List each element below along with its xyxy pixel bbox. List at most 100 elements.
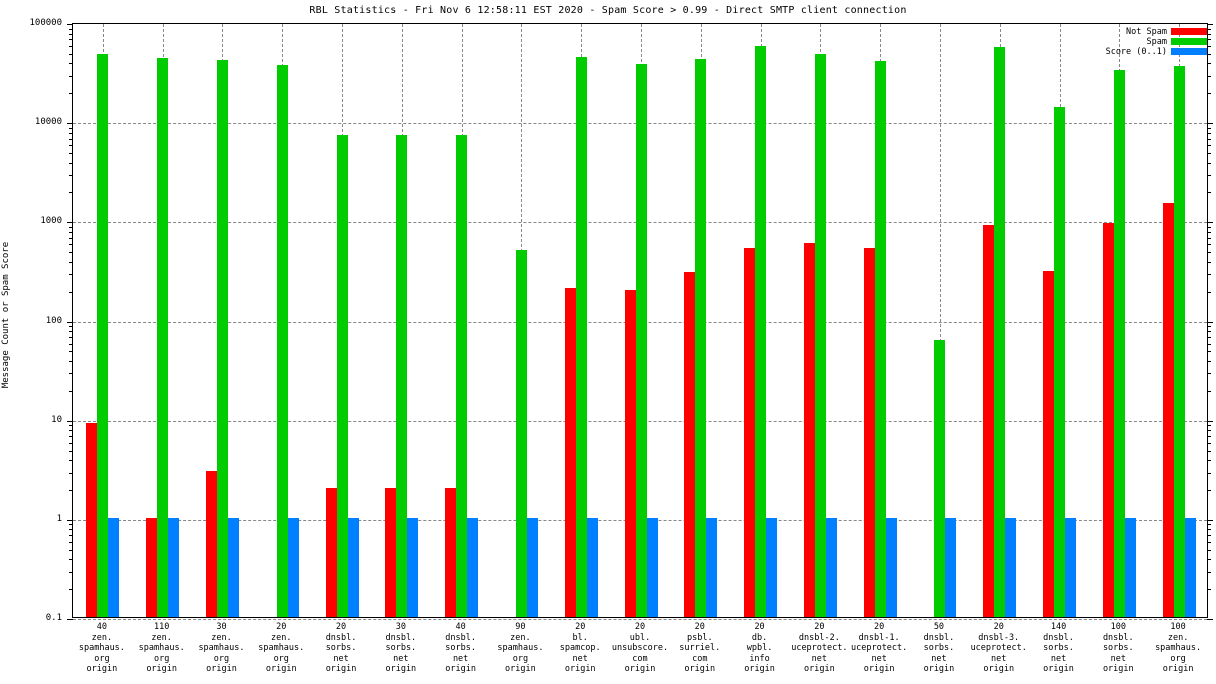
y-tick-label: 10000 xyxy=(34,117,62,128)
bar-group xyxy=(564,24,598,617)
bar-score-0-1 xyxy=(945,517,957,617)
y-minor-tick xyxy=(1207,237,1211,239)
y-minor-tick xyxy=(69,162,73,164)
bar-score-0-1 xyxy=(825,517,837,617)
y-tick-mark xyxy=(1207,321,1213,323)
bar-score-0-1 xyxy=(706,517,718,617)
bar-score-0-1 xyxy=(1005,517,1017,617)
y-minor-tick xyxy=(1207,541,1211,543)
y-tick-mark xyxy=(67,519,73,521)
x-axis-tick-labels: 40 zen. spamhaus. org origin 110 zen. spa… xyxy=(72,622,1208,682)
y-tick-label: 10 xyxy=(51,414,62,425)
y-minor-tick xyxy=(1207,33,1211,35)
bar-score-0-1 xyxy=(646,517,658,617)
x-tick-label: 20 dnsbl-3. uceprotect. net origin xyxy=(970,622,1027,674)
bar-score-0-1 xyxy=(1184,517,1196,617)
bar-score-0-1 xyxy=(108,517,120,617)
y-minor-tick xyxy=(69,237,73,239)
y-tick-mark xyxy=(67,222,73,224)
y-minor-tick xyxy=(1207,326,1211,328)
y-minor-tick xyxy=(69,360,73,362)
y-minor-tick xyxy=(69,53,73,55)
y-minor-tick xyxy=(1207,231,1211,233)
y-minor-tick xyxy=(1207,460,1211,462)
bar-not-spam xyxy=(445,487,457,617)
bar-score-0-1 xyxy=(885,517,897,617)
legend-entry: Spam xyxy=(1147,37,1207,47)
bar-spam xyxy=(1173,66,1185,617)
bar-group xyxy=(803,24,837,617)
y-minor-tick xyxy=(1207,436,1211,438)
bar-spam xyxy=(515,250,527,617)
bar-not-spam xyxy=(684,272,696,617)
y-minor-tick xyxy=(1207,252,1211,254)
y-minor-tick xyxy=(1207,75,1211,77)
y-minor-tick xyxy=(1207,336,1211,338)
bar-group xyxy=(385,24,419,617)
x-tick-label: 100 zen. spamhaus. org origin xyxy=(1155,622,1202,674)
legend-swatch xyxy=(1171,28,1207,35)
y-minor-tick xyxy=(1207,274,1211,276)
x-tick-label: 40 zen. spamhaus. org origin xyxy=(78,622,125,674)
bar-group xyxy=(205,24,239,617)
y-minor-tick xyxy=(69,331,73,333)
y-minor-tick xyxy=(1207,390,1211,392)
y-minor-tick xyxy=(69,373,73,375)
y-tick-label: 1 xyxy=(56,513,62,524)
y-minor-tick xyxy=(69,559,73,561)
y-minor-tick xyxy=(1207,524,1211,526)
y-minor-tick xyxy=(69,244,73,246)
y-minor-tick xyxy=(69,28,73,30)
legend-label: Not Spam xyxy=(1126,26,1167,37)
x-tick-label: 140 dnsbl. sorbs. net origin xyxy=(1043,622,1074,674)
gridline-horizontal xyxy=(73,619,1207,620)
y-minor-tick xyxy=(1207,162,1211,164)
x-tick-label: 100 dnsbl. sorbs. net origin xyxy=(1102,622,1134,674)
y-minor-tick xyxy=(69,450,73,452)
y-minor-tick xyxy=(1207,472,1211,474)
y-minor-tick xyxy=(69,571,73,573)
bar-score-0-1 xyxy=(526,517,538,617)
bar-score-0-1 xyxy=(287,517,299,617)
y-axis-tick-labels: 100000 10000 1000 100 10 1 0.1 xyxy=(0,18,70,623)
y-minor-tick xyxy=(69,326,73,328)
bar-group xyxy=(624,24,658,617)
y-minor-tick xyxy=(69,549,73,551)
bar-group xyxy=(266,24,299,617)
y-minor-tick xyxy=(69,541,73,543)
y-tick-mark xyxy=(67,619,73,620)
y-minor-tick xyxy=(69,535,73,537)
y-minor-tick xyxy=(1207,28,1211,30)
y-minor-tick xyxy=(1207,489,1211,491)
bar-not-spam xyxy=(863,247,875,617)
bars-layer xyxy=(73,24,1207,617)
y-minor-tick xyxy=(1207,244,1211,246)
legend-entry: Not Spam xyxy=(1126,26,1207,37)
axis-ticks xyxy=(67,24,1213,620)
bar-spam xyxy=(97,53,109,617)
bar-group xyxy=(1102,24,1136,617)
y-minor-tick xyxy=(1207,450,1211,452)
x-tick-label: 20 dnsbl-1. uceprotect. net origin xyxy=(850,622,908,674)
y-minor-tick xyxy=(1207,192,1211,194)
y-minor-tick xyxy=(69,261,73,263)
bar-not-spam xyxy=(744,247,756,617)
bar-not-spam xyxy=(1043,270,1055,617)
y-minor-tick xyxy=(69,138,73,140)
y-tick-mark xyxy=(67,24,73,25)
y-minor-tick xyxy=(69,524,73,526)
y-minor-tick xyxy=(69,425,73,427)
y-minor-tick xyxy=(69,226,73,228)
y-minor-tick xyxy=(69,192,73,194)
y-minor-tick xyxy=(69,274,73,276)
x-tick-label: 20 zen. spamhaus. org origin xyxy=(258,622,305,674)
y-minor-tick xyxy=(69,472,73,474)
y-minor-tick xyxy=(1207,291,1211,293)
y-tick-mark xyxy=(67,123,73,125)
y-minor-tick xyxy=(69,93,73,95)
bar-group xyxy=(146,24,180,617)
bar-group xyxy=(1162,24,1196,617)
bar-spam xyxy=(216,60,228,617)
bar-score-0-1 xyxy=(407,517,419,617)
y-minor-tick xyxy=(69,132,73,134)
